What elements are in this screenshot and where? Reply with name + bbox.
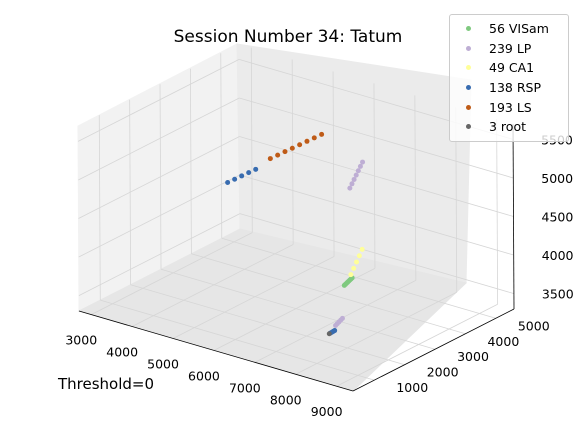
data-point [297, 142, 303, 148]
grid-lines [77, 47, 515, 387]
x-tick-label: 4000 [106, 345, 138, 360]
y-tick-label: 1000 [396, 380, 428, 395]
legend-label: 56 VISam [489, 21, 549, 37]
z-tick-label: 3500 [542, 287, 574, 302]
legend-item: 3 root [458, 117, 562, 137]
data-point [360, 159, 366, 165]
data-point [356, 253, 362, 259]
data-point [355, 168, 361, 174]
data-point [357, 163, 363, 169]
grid-line-x [295, 291, 457, 375]
data-point [339, 315, 345, 321]
z-tick-label: 5000 [541, 171, 573, 186]
tick-labels: 3000400050006000700080009000100020003000… [65, 132, 573, 419]
z-tick-label: 4000 [542, 248, 574, 263]
axis-line [512, 123, 515, 310]
legend-marker [466, 104, 471, 110]
legend-label: 49 CA1 [489, 60, 535, 76]
data-points [225, 131, 366, 337]
legend-label: 239 LP [489, 40, 532, 56]
z-tick-label: 4500 [542, 210, 574, 225]
grid-line-z [78, 174, 240, 258]
x-tick-label: 7000 [229, 380, 261, 395]
data-point [359, 246, 365, 252]
grid-line-y [160, 268, 436, 350]
x-tick-label: 3000 [65, 333, 97, 348]
x-tick-label: 8000 [270, 392, 302, 407]
data-point [275, 152, 281, 158]
x-tick-label: 6000 [188, 368, 220, 383]
legend-marker [466, 65, 471, 71]
data-point [282, 149, 288, 155]
grid-line-y [130, 284, 405, 366]
data-point [289, 145, 295, 151]
data-point [246, 170, 252, 176]
y-tick-label: 3000 [457, 349, 489, 364]
y-tick-label: 2000 [427, 365, 459, 380]
grid-line-z [239, 174, 514, 256]
grid-line-y [100, 299, 375, 381]
grid-line-z [78, 213, 241, 296]
data-point [326, 331, 332, 337]
grid-line-x [91, 232, 253, 315]
axis-line [78, 310, 354, 392]
x-tick-label: 5000 [147, 356, 179, 371]
legend-marker [466, 124, 471, 130]
data-point [239, 173, 245, 179]
legend-marker [466, 26, 471, 32]
grid-line-z [77, 59, 240, 142]
legend-marker [466, 85, 471, 91]
legend-item: 56 VISam [458, 19, 562, 39]
data-point [348, 272, 354, 278]
grid-line-x [254, 279, 417, 363]
data-point [332, 328, 338, 334]
x-tick-label: 9000 [311, 404, 343, 419]
data-point [311, 135, 317, 141]
legend-label: 138 RSP [489, 80, 541, 96]
legend-item: 193 LS [458, 97, 562, 117]
legend-label: 3 root [489, 119, 526, 135]
data-point [351, 265, 357, 271]
data-point [351, 176, 357, 182]
legend-item: 239 LP [458, 39, 562, 59]
data-point [225, 180, 231, 186]
y-tick-label: 4000 [487, 334, 519, 349]
data-point [267, 156, 273, 162]
data-point [319, 131, 325, 137]
data-point [347, 185, 353, 191]
legend-label: 193 LS [489, 99, 532, 115]
grid-line-z [239, 97, 514, 179]
data-point [349, 181, 355, 187]
legend-item: 49 CA1 [458, 58, 562, 78]
y-tick-label: 5000 [518, 318, 550, 333]
axis-lines [78, 123, 515, 392]
data-point [232, 176, 238, 182]
grid-line-y [221, 237, 496, 319]
grid-line-x [336, 303, 498, 387]
grid-line-x [172, 256, 335, 339]
grid-line-z [239, 213, 515, 294]
grid-line-z [78, 136, 240, 219]
legend-marker [466, 45, 471, 51]
data-point [354, 259, 360, 265]
grid-line-y [191, 253, 466, 335]
data-point [253, 166, 259, 172]
threshold-annotation: Threshold=0 [57, 375, 154, 393]
data-point [304, 138, 310, 144]
legend: 56 VISam 239 LP 49 CA1 138 RSP 193 LS 3 root [449, 14, 569, 142]
chart-title: Session Number 34: Tatum [174, 27, 403, 47]
axis-line [352, 308, 515, 392]
grid-line-x [131, 244, 294, 327]
data-point [353, 172, 359, 178]
grid-line-z [78, 97, 240, 181]
legend-item: 138 RSP [458, 78, 562, 98]
